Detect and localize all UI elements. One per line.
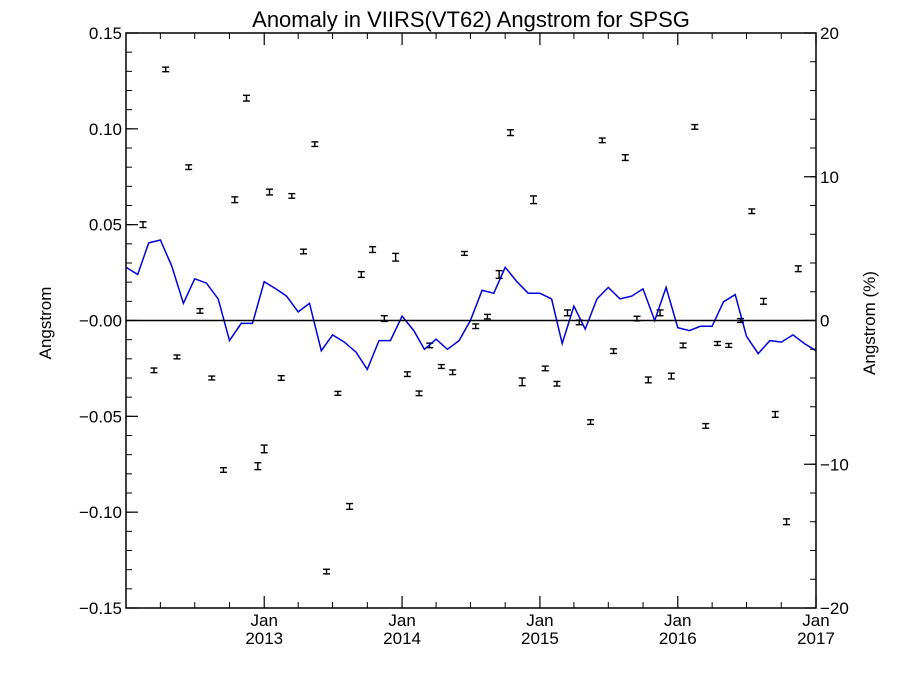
y2-tick-label: −10 (820, 455, 849, 474)
data-point (392, 252, 400, 262)
data-point (323, 568, 331, 575)
right-y-tick-labels: 20 10 0 −10 −20 (820, 24, 849, 618)
data-point (266, 188, 274, 196)
data-point (139, 221, 147, 229)
data-point (713, 340, 721, 347)
data-point (518, 377, 526, 387)
data-point (231, 196, 239, 204)
data-point (254, 462, 262, 471)
data-point (288, 192, 296, 199)
data-point (783, 518, 791, 526)
data-point (725, 342, 733, 349)
y-axis-label: Angstrom (36, 287, 55, 360)
axis-ticks (126, 32, 817, 609)
data-point (208, 375, 216, 381)
x-tick-month: Jan (526, 611, 553, 630)
x-tick-month: Jan (802, 611, 829, 630)
data-point (506, 129, 514, 137)
data-point (530, 195, 538, 205)
data-point (185, 164, 193, 171)
data-point (610, 348, 618, 355)
data-point (150, 367, 158, 374)
data-point (760, 297, 768, 305)
data-point (173, 354, 181, 360)
data-point (691, 123, 699, 130)
y-tick-label: −0.15 (79, 599, 122, 618)
left-y-tick-labels: 0.15 0.10 0.05 −0.00 −0.05 −0.10 −0.15 (79, 24, 122, 618)
data-point (415, 390, 423, 397)
data-point (219, 467, 227, 473)
y-tick-label: 0.10 (89, 120, 122, 139)
data-point (702, 422, 710, 429)
x-tick-year: 2013 (245, 629, 283, 648)
data-point (403, 371, 411, 378)
x-tick-year: 2015 (521, 629, 559, 648)
y-tick-label: 0.05 (89, 216, 122, 235)
percent-anomaly-line (125, 239, 817, 372)
data-point (495, 269, 503, 280)
x-tick-month: Jan (251, 611, 278, 630)
x-tick-month: Jan (388, 611, 415, 630)
data-point (346, 502, 354, 510)
data-point (334, 390, 342, 396)
y-tick-label: −0.05 (79, 407, 122, 426)
x-tick-year: 2017 (797, 629, 835, 648)
data-point (300, 248, 308, 255)
data-point (437, 363, 445, 370)
x-tick-month: Jan (664, 611, 691, 630)
x-tick-year: 2016 (659, 629, 697, 648)
y2-tick-label: 20 (820, 24, 839, 43)
data-point (563, 309, 571, 317)
data-point (472, 323, 480, 330)
y2-tick-label: −20 (820, 599, 849, 618)
left-axis-series (139, 66, 802, 575)
data-point (277, 375, 285, 381)
y2-tick-label: 0 (820, 312, 829, 331)
y-tick-label: −0.00 (79, 312, 122, 331)
y2-axis-label: Angstrom (%) (860, 271, 879, 375)
data-point (369, 246, 377, 254)
data-point (483, 313, 491, 320)
data-point (748, 208, 756, 215)
data-point (460, 250, 468, 257)
data-point (587, 419, 595, 426)
data-point (260, 444, 268, 454)
data-point (621, 154, 629, 162)
data-point (553, 380, 561, 387)
y-tick-label: −0.10 (79, 503, 122, 522)
data-point (667, 372, 675, 380)
chart-title: Anomaly in VIIRS(VT62) Angstrom for SPSG (252, 7, 690, 32)
data-point (196, 307, 204, 314)
data-point (162, 66, 170, 73)
data-point (541, 365, 549, 372)
data-point (311, 141, 319, 148)
data-point (449, 369, 457, 376)
data-point (771, 410, 779, 418)
data-point (679, 342, 687, 349)
data-point (644, 376, 652, 384)
x-tick-year: 2014 (383, 629, 421, 648)
y2-tick-label: 10 (820, 168, 839, 187)
right-axis-series (125, 239, 817, 372)
data-point (242, 94, 250, 102)
y-tick-label: 0.15 (89, 24, 122, 43)
data-point (794, 265, 802, 273)
data-point (598, 137, 606, 144)
data-point (357, 270, 365, 279)
